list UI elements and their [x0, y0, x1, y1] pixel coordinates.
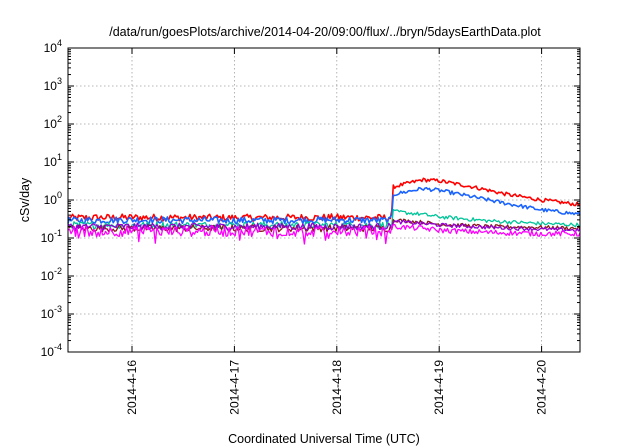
x-axis-label: Coordinated Universal Time (UTC) [228, 432, 420, 446]
x-tick-label: 2014-4-16 [125, 360, 139, 415]
series-line [67, 208, 581, 230]
series-line [67, 223, 581, 245]
y-tick-label: 10-3 [41, 304, 62, 321]
y-tick-label: 100 [44, 190, 62, 207]
y-tick-label: 10-1 [41, 228, 62, 245]
y-tick-label: 102 [44, 114, 62, 131]
series-line [67, 186, 581, 225]
x-tick-label: 2014-4-19 [432, 360, 446, 415]
grid-layer [68, 48, 580, 352]
y-tick-label: 101 [44, 152, 62, 169]
y-tick-label: 103 [44, 76, 62, 93]
y-tick-label: 10-4 [41, 342, 62, 359]
x-tick-label: 2014-4-18 [330, 360, 344, 415]
x-axis-ticks: 2014-4-16 2014-4-17 2014-4-18 2014-4-19 2014… [125, 48, 549, 415]
x-tick-label: 2014-4-17 [227, 360, 241, 415]
series-line [67, 177, 581, 222]
y-axis-label: cSv/day [18, 177, 32, 222]
chart-title: /data/run/goesPlots/archive/2014-04-20/0… [109, 25, 541, 39]
y-tick-label: 10-2 [41, 266, 62, 283]
y-tick-label: 104 [44, 38, 62, 55]
series-line [67, 219, 581, 233]
series-layer [67, 177, 581, 245]
y-axis-ticks: 10-4 10-3 10-2 10-1 100 101 102 103 104 [41, 38, 580, 359]
x-tick-label: 2014-4-20 [535, 360, 549, 415]
